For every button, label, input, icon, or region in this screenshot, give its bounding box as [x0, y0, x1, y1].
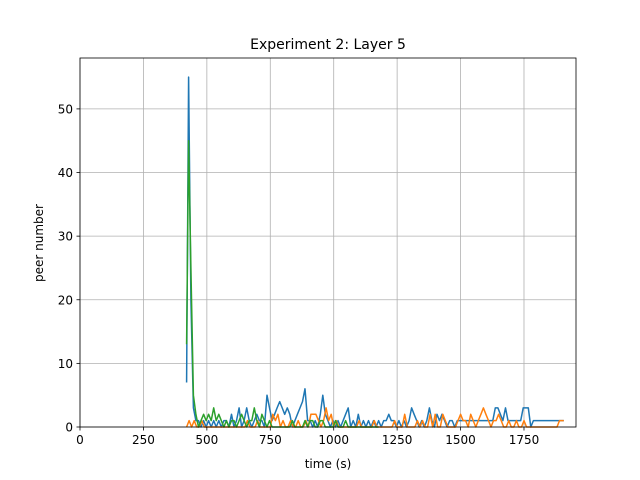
- x-tick-label: 500: [195, 433, 218, 447]
- y-tick-label: 20: [58, 293, 73, 307]
- x-tick-label: 1250: [382, 433, 413, 447]
- x-tick-label: 750: [259, 433, 282, 447]
- series-line-2: [185, 407, 564, 428]
- x-tick-label: 1750: [509, 433, 540, 447]
- grid: [79, 58, 576, 428]
- y-tick-label: 10: [58, 357, 73, 371]
- y-tick-label: 30: [58, 230, 73, 244]
- chart-title: Experiment 2: Layer 5: [250, 37, 406, 53]
- x-tick-label: 0: [76, 433, 84, 447]
- x-axis-label: time (s): [305, 457, 352, 471]
- x-tick-label: 1500: [445, 433, 476, 447]
- x-axis-ticks: 0 250 500 750 1000 1250 1500 1750: [76, 427, 539, 447]
- y-tick-label: 40: [58, 166, 73, 180]
- y-tick-label: 0: [65, 421, 73, 435]
- y-axis-label: peer number: [32, 204, 46, 282]
- x-tick-label: 250: [132, 433, 155, 447]
- y-tick-label: 50: [58, 102, 73, 116]
- x-tick-label: 1000: [318, 433, 349, 447]
- y-axis-ticks: 0 10 20 30 40 50: [58, 102, 80, 435]
- plot-frame: [79, 57, 577, 428]
